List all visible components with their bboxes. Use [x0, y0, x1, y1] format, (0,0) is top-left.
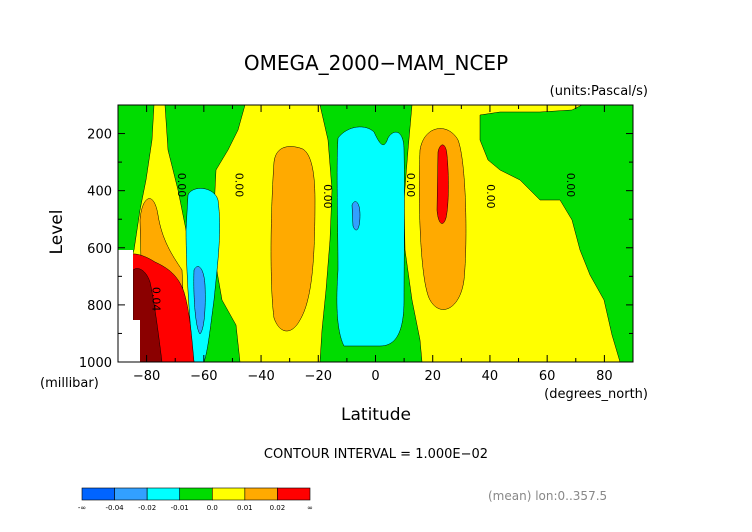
- contour-label: 0.04: [149, 287, 162, 312]
- x-tick-label: −60: [190, 369, 217, 384]
- contour-interval-text: CONTOUR INTERVAL = 1.000E−02: [264, 447, 488, 462]
- masked-region-upper: [118, 250, 133, 320]
- colorbar-tick-label: 0.0: [207, 504, 218, 512]
- colorbar-tick-label: -0.01: [171, 504, 189, 512]
- x-axis-label: Latitude: [341, 405, 411, 425]
- orange-cell-southern-subtropics: [270, 146, 316, 332]
- x-tick-label: 60: [539, 369, 556, 384]
- chart-title: OMEGA_2000−MAM_NCEP: [244, 51, 508, 75]
- colorbar-swatch: [146, 487, 181, 501]
- colorbar-tick-label: -0.02: [138, 504, 156, 512]
- darkred-cell-southern: [132, 268, 163, 362]
- y-axis-label: Level: [47, 210, 67, 255]
- masked-region-lower: [118, 320, 140, 362]
- green-band-north: [479, 105, 633, 362]
- colorbar-swatch: [114, 487, 148, 501]
- x-axis-ticks: −80 −60 −40 −20 0 20 40 60 80: [117, 105, 634, 384]
- x-tick-label: 20: [424, 369, 441, 384]
- colorbar-swatch: [244, 487, 278, 501]
- cyan-cell-equatorial: [336, 126, 405, 347]
- x-tick-label: −20: [305, 369, 332, 384]
- y-tick-label: 1000: [79, 356, 112, 371]
- contour-label: 0.00: [175, 173, 188, 198]
- contour-fills: [118, 105, 633, 362]
- contour-label: 0.00: [404, 173, 417, 198]
- contour-label: 0.00: [484, 184, 497, 209]
- y-tick-label: 600: [87, 242, 112, 257]
- x-tick-label: 0: [371, 369, 379, 384]
- contour-label: 0.00: [564, 173, 577, 198]
- x-tick-label: 80: [596, 369, 613, 384]
- y-tick-label: 800: [87, 299, 112, 314]
- blue-cell-southern: [193, 266, 206, 335]
- contour-label: 0.00: [321, 184, 334, 209]
- colorbar-swatch: [211, 487, 246, 501]
- colorbar: -∞ -0.04 -0.02 -0.01 0.0 0.01 0.02 ∞: [78, 487, 313, 512]
- colorbar-tick-label: 0.02: [270, 504, 286, 512]
- colorbar-swatch: [81, 487, 115, 501]
- colorbar-tick-label: -0.04: [106, 504, 125, 512]
- colorbar-tick-label: -∞: [78, 504, 86, 512]
- y-tick-label: 200: [87, 128, 112, 143]
- colorbar-swatch: [277, 487, 311, 501]
- footer-note: (mean) lon:0..357.5: [488, 489, 607, 503]
- units-label: (units:Pascal/s): [550, 84, 648, 99]
- colorbar-tick-label: 0.01: [237, 504, 253, 512]
- x-tick-label: −40: [247, 369, 274, 384]
- x-units-label: (degrees_north): [544, 387, 648, 402]
- colorbar-tick-label: ∞: [307, 504, 313, 512]
- y-tick-label: 400: [87, 185, 112, 200]
- contour-label-layer: 0.00 0.00 0.00 0.00 0.00 0.00 0.04: [149, 173, 577, 312]
- contour-label: 0.00: [232, 173, 245, 198]
- y-axis-ticks: 200 400 600 800 1000: [79, 104, 633, 371]
- y-units-label: (millibar): [40, 376, 99, 391]
- colorbar-swatch: [179, 487, 213, 501]
- x-tick-label: −80: [133, 369, 160, 384]
- red-cell-northern: [436, 144, 449, 224]
- blue-cell-equatorial: [351, 201, 361, 231]
- x-tick-label: 40: [482, 369, 499, 384]
